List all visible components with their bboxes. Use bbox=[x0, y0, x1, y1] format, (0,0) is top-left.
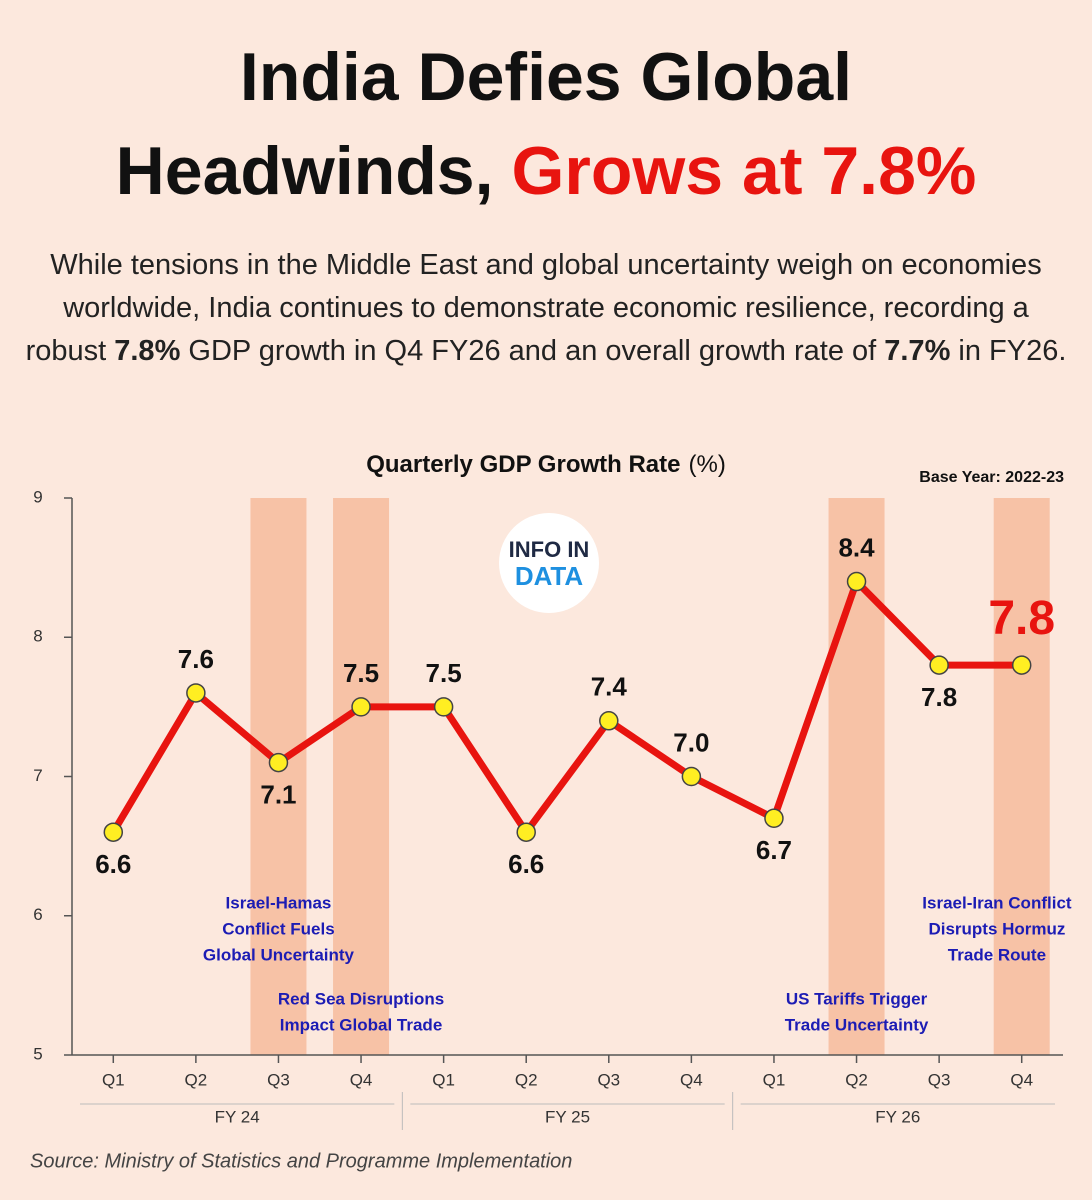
x-tick-label: Q1 bbox=[763, 1070, 786, 1089]
source: Source: Ministry of Statistics and Progr… bbox=[30, 1150, 572, 1172]
logo-circle bbox=[499, 513, 599, 613]
marker bbox=[516, 822, 536, 842]
marker bbox=[599, 711, 619, 731]
logo: INFO IN DATA bbox=[499, 513, 599, 613]
marker bbox=[268, 752, 289, 773]
y-tick-label: 7 bbox=[33, 766, 42, 785]
note: Base Year: 2022-23 bbox=[919, 469, 1064, 486]
marker bbox=[764, 808, 784, 829]
annotation: Trade Uncertainty bbox=[785, 1015, 929, 1034]
intro-run: GDP growth in Q4 FY26 and an overall gro… bbox=[180, 335, 885, 367]
marker bbox=[351, 697, 371, 717]
shaded-band bbox=[333, 498, 390, 1055]
x-tick-label: Q3 bbox=[597, 1070, 620, 1089]
annotation: Israel-Iran Conflict bbox=[922, 893, 1072, 912]
value-label: 8.4 bbox=[838, 532, 875, 562]
value-label: 6.6 bbox=[508, 849, 544, 879]
x-tick-label: Q3 bbox=[267, 1070, 290, 1089]
line bbox=[110, 575, 1022, 839]
value-label: 6.6 bbox=[95, 849, 131, 879]
group-label: FY 26 bbox=[875, 1107, 920, 1126]
logo-bottom: DATA bbox=[515, 561, 584, 591]
x-tick-label: Q1 bbox=[432, 1070, 455, 1089]
annotation: Global Uncertainty bbox=[203, 945, 355, 964]
y-tick-label: 5 bbox=[33, 1044, 42, 1063]
value-label: 7.8 bbox=[921, 682, 957, 712]
headline-highlight: Grows at 7.8% bbox=[512, 133, 977, 209]
annotation: Impact Global Trade bbox=[280, 1015, 443, 1034]
annotation: Red Sea Disruptions bbox=[278, 989, 444, 1008]
intro-run: 7.8% bbox=[114, 335, 181, 367]
annotation: Disrupts Hormuz bbox=[928, 919, 1065, 938]
value-label: 7.0 bbox=[673, 727, 709, 757]
x-tick-label: Q4 bbox=[680, 1070, 703, 1089]
value-label: 7.1 bbox=[260, 779, 296, 809]
chart-title-text: Quarterly GDP Growth Rate bbox=[366, 451, 680, 478]
shaded-band bbox=[993, 498, 1050, 1055]
marker bbox=[186, 683, 206, 703]
marker bbox=[681, 766, 702, 787]
chart-title-unit: (%) bbox=[688, 451, 725, 478]
value-label: 7.4 bbox=[591, 672, 628, 702]
chart-title: Quarterly GDP Growth Rate (%) bbox=[366, 451, 726, 478]
intro: While tensions in the Middle East and gl… bbox=[20, 244, 1072, 373]
y-tick-label: 6 bbox=[33, 905, 42, 924]
x-tick-label: Q2 bbox=[185, 1070, 208, 1089]
annotation: Trade Route bbox=[948, 945, 1046, 964]
group-label: FY 25 bbox=[545, 1107, 590, 1126]
x-tick-label: Q4 bbox=[350, 1070, 373, 1089]
marker bbox=[846, 571, 867, 592]
x-tick-label: Q2 bbox=[845, 1070, 868, 1089]
marker bbox=[929, 655, 949, 675]
marker bbox=[433, 697, 454, 717]
x-tick-label: Q2 bbox=[515, 1070, 538, 1089]
y-tick-label: 9 bbox=[33, 487, 42, 506]
marker bbox=[103, 822, 124, 842]
y-tick-label: 8 bbox=[33, 627, 42, 646]
headline-part: Headwinds, bbox=[116, 133, 494, 209]
marker bbox=[1011, 655, 1032, 675]
x-tick-label: Q3 bbox=[928, 1070, 951, 1089]
intro-run: in FY26. bbox=[950, 335, 1067, 367]
value-label: 7.5 bbox=[426, 658, 462, 688]
shaded-band bbox=[250, 498, 307, 1055]
annotation: Conflict Fuels bbox=[222, 919, 334, 938]
value-label: 6.7 bbox=[756, 835, 792, 865]
x-tick-label: Q4 bbox=[1010, 1070, 1033, 1089]
intro-run: While tensions in the Middle East and gl… bbox=[25, 249, 1042, 367]
annotation: Israel-Hamas bbox=[226, 893, 332, 912]
value-label: 7.8 bbox=[988, 592, 1055, 645]
x-tick-label: Q1 bbox=[102, 1070, 125, 1089]
logo-top: INFO IN bbox=[509, 537, 590, 562]
group-label: FY 24 bbox=[215, 1107, 260, 1126]
value-label: 7.6 bbox=[178, 644, 214, 674]
headline: India Defies Global bbox=[240, 39, 852, 115]
value-label: 7.5 bbox=[343, 658, 379, 688]
annotation: US Tariffs Trigger bbox=[786, 989, 928, 1008]
intro-run: 7.7% bbox=[884, 335, 951, 367]
headline: Headwinds, Grows at 7.8% bbox=[116, 133, 977, 209]
